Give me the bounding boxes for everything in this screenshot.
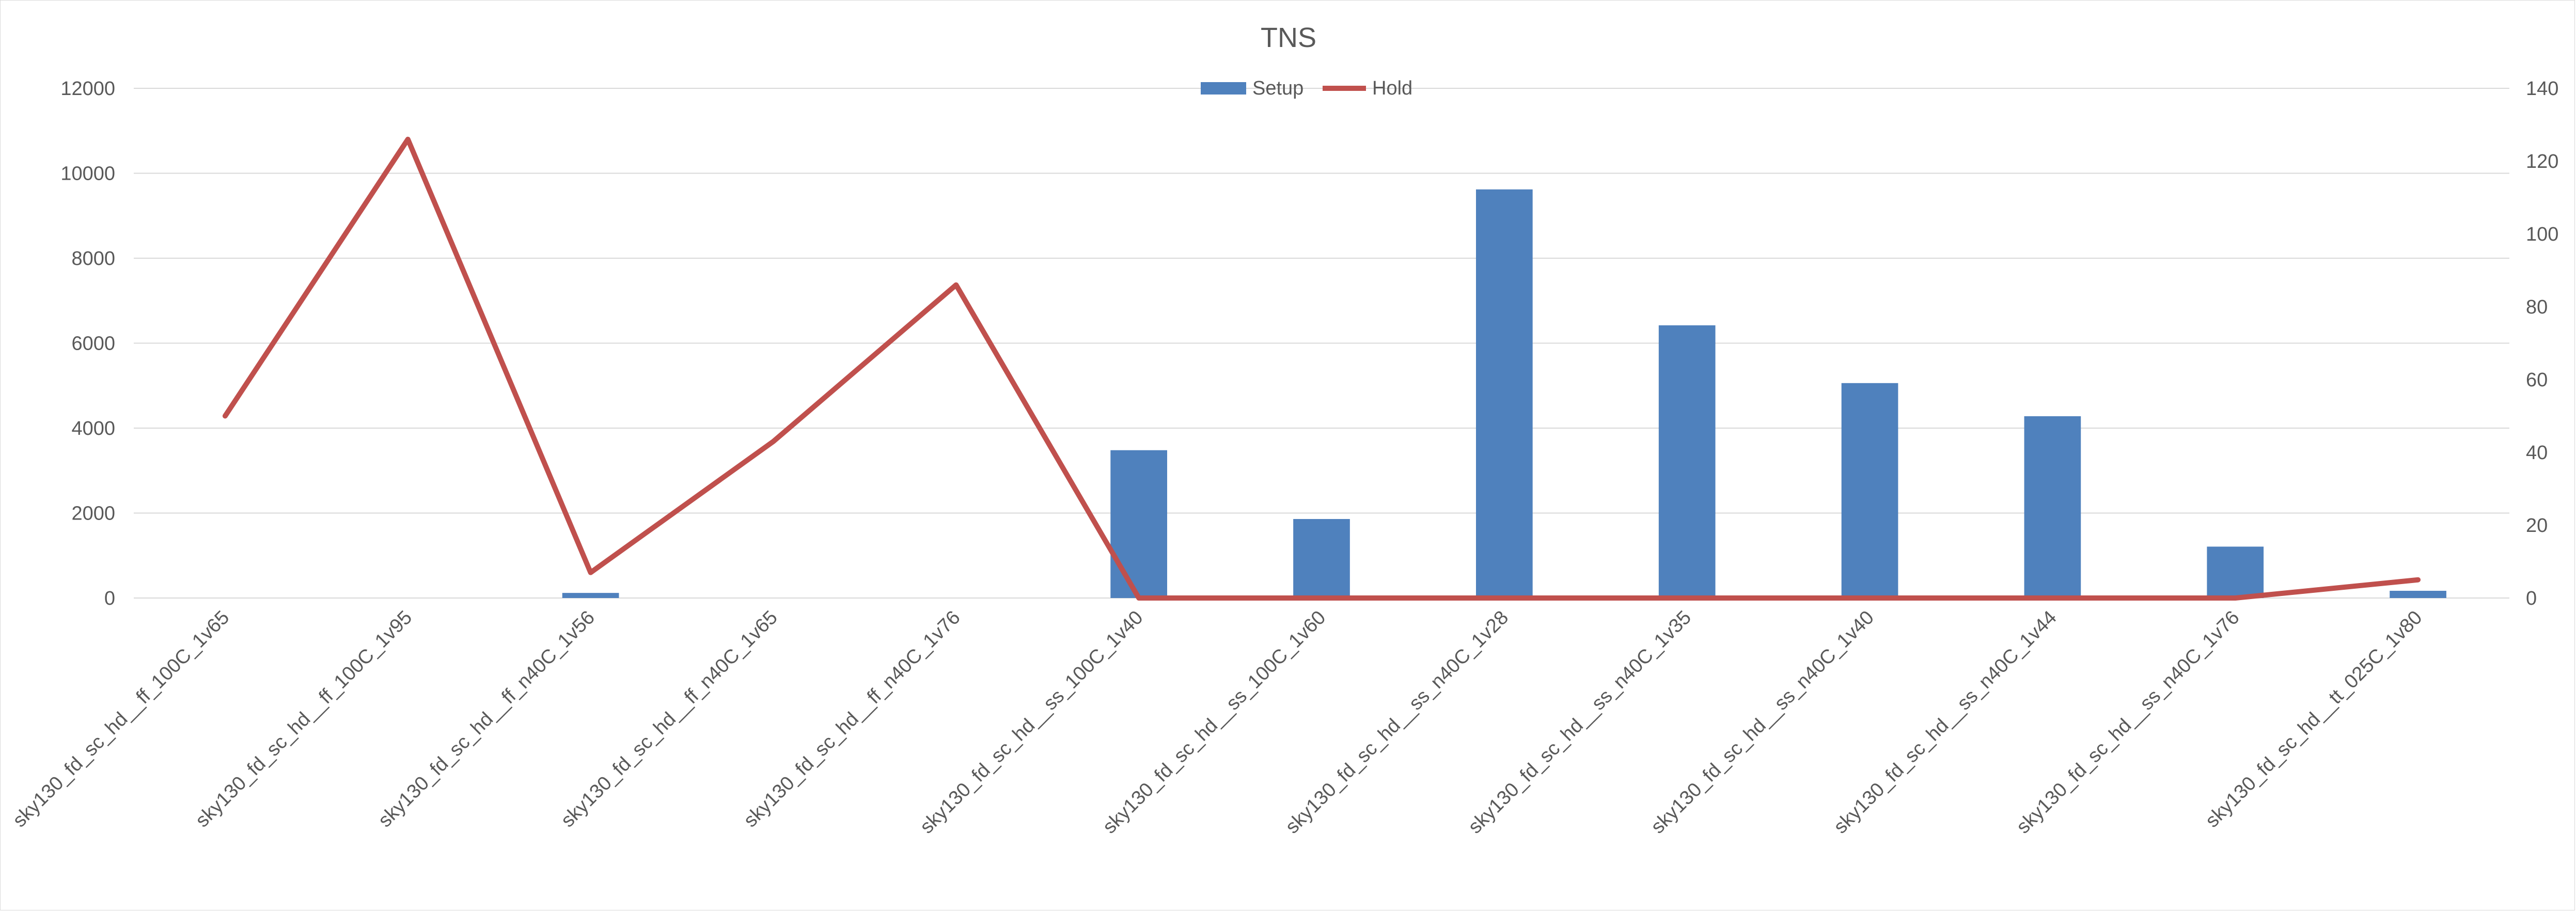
right-tick-label: 100 (2526, 224, 2558, 245)
left-tick-label: 6000 (71, 333, 115, 355)
right-tick-label: 80 (2526, 296, 2548, 318)
hold-line (222, 136, 2421, 601)
left-tick-label: 2000 (71, 503, 115, 525)
legend-setup-swatch (1201, 82, 1246, 95)
category-label: sky130_fd_sc_hd__ss_n40C_1v44 (1830, 607, 2061, 838)
category-label: sky130_fd_sc_hd__ss_n40C_1v76 (2013, 607, 2244, 838)
chart-title: TNS (1261, 22, 1316, 53)
right-tick-label: 40 (2526, 442, 2548, 464)
right-tick-label: 0 (2526, 588, 2537, 609)
category-label: sky130_fd_sc_hd__tt_025C_1v80 (2201, 607, 2426, 832)
category-axis: sky130_fd_sc_hd__ff_100C_1v65sky130_fd_s… (9, 607, 2427, 838)
left-tick-label: 8000 (71, 248, 115, 270)
hold-series-line (222, 136, 2421, 601)
left-tick-label: 0 (104, 588, 115, 609)
legend-setup-label: Setup (1252, 77, 1303, 99)
right-tick-label: 60 (2526, 369, 2548, 391)
setup-bar (2024, 416, 2081, 598)
left-tick-label: 4000 (71, 418, 115, 439)
right-tick-label: 140 (2526, 78, 2558, 100)
left-tick-label: 12000 (60, 78, 115, 100)
setup-bar (1841, 383, 1898, 598)
setup-bars (562, 189, 2446, 598)
right-tick-label: 20 (2526, 515, 2548, 537)
legend-hold-label: Hold (1372, 77, 1412, 99)
setup-bar (562, 593, 619, 598)
category-label: sky130_fd_sc_hd__ff_n40C_1v56 (374, 607, 599, 832)
left-tick-label: 10000 (60, 163, 115, 185)
right-axis: 0 20 40 60 80 100 120 140 (2526, 78, 2558, 609)
category-label: sky130_fd_sc_hd__ff_100C_1v95 (192, 607, 417, 832)
left-axis: 0 2000 4000 6000 8000 10000 12000 (60, 78, 115, 609)
category-label: sky130_fd_sc_hd__ff_n40C_1v65 (557, 607, 782, 832)
category-label: sky130_fd_sc_hd__ss_n40C_1v28 (1281, 607, 1513, 838)
setup-bar (1476, 189, 1533, 598)
setup-bar (1110, 450, 1167, 598)
category-label: sky130_fd_sc_hd__ff_100C_1v65 (9, 607, 234, 832)
setup-bar (1293, 519, 1350, 598)
setup-bar (2207, 546, 2264, 598)
category-label: sky130_fd_sc_hd__ss_n40C_1v35 (1464, 607, 1695, 838)
category-label: sky130_fd_sc_hd__ss_100C_1v60 (1098, 607, 1330, 838)
category-label: sky130_fd_sc_hd__ss_n40C_1v40 (1647, 607, 1878, 838)
right-tick-label: 120 (2526, 151, 2558, 172)
legend: Setup Hold (1201, 77, 1412, 99)
setup-bar (1658, 325, 1716, 598)
setup-bar (2390, 591, 2446, 598)
category-label: sky130_fd_sc_hd__ss_100C_1v40 (916, 607, 1148, 838)
category-label: sky130_fd_sc_hd__ff_n40C_1v76 (740, 607, 965, 832)
